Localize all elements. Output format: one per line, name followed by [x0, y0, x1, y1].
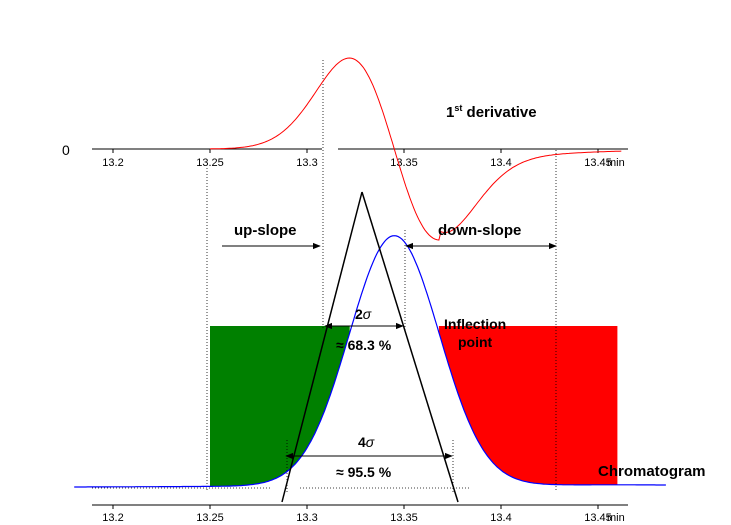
derivative-curve — [209, 57, 622, 241]
tangent-right — [361, 191, 459, 503]
upper-axis-tick-label: 13.45 — [584, 157, 612, 169]
upper-axis-tick-label: 13.3 — [296, 157, 317, 169]
upper-axis-tick-label: 13.2 — [102, 157, 123, 169]
four-sigma-label: 4σ — [358, 434, 375, 450]
chromatogram-label: Chromatogram — [598, 463, 706, 480]
upslope-label: up-slope — [234, 222, 297, 239]
chromatogram-curve — [74, 235, 666, 488]
pct-955-label: ≈ 95.5 % — [336, 464, 392, 480]
upper-axis-unit-label: min — [607, 157, 625, 169]
upper-axis-tick-label: 13.25 — [196, 157, 224, 169]
lower-axis-tick-label: 13.35 — [390, 512, 418, 524]
two-sigma-label: 2σ — [355, 306, 372, 322]
inflection-label-line2: point — [458, 334, 493, 350]
zero-label: 0 — [62, 142, 70, 158]
upslope-area — [210, 326, 350, 487]
derivative-label: 1st derivative — [446, 103, 537, 121]
lower-axis-tick-label: 13.3 — [296, 512, 317, 524]
downslope-label: down-slope — [438, 222, 521, 239]
lower-axis-tick-label: 13.2 — [102, 512, 123, 524]
tangent-left — [281, 191, 363, 503]
upper-axis-tick-label: 13.35 — [390, 157, 418, 169]
lower-axis-unit-label: min — [607, 512, 625, 524]
lower-axis-tick-label: 13.4 — [490, 512, 511, 524]
lower-axis-tick-label: 13.45 — [584, 512, 612, 524]
inflection-label-line1: Inflection — [444, 316, 506, 332]
pct-683-label: ≈ 68.3 % — [336, 337, 392, 353]
upper-axis-tick-label: 13.4 — [490, 157, 511, 169]
downslope-area — [438, 326, 618, 485]
lower-axis-tick-label: 13.25 — [196, 512, 224, 524]
guide-lines — [92, 60, 557, 492]
